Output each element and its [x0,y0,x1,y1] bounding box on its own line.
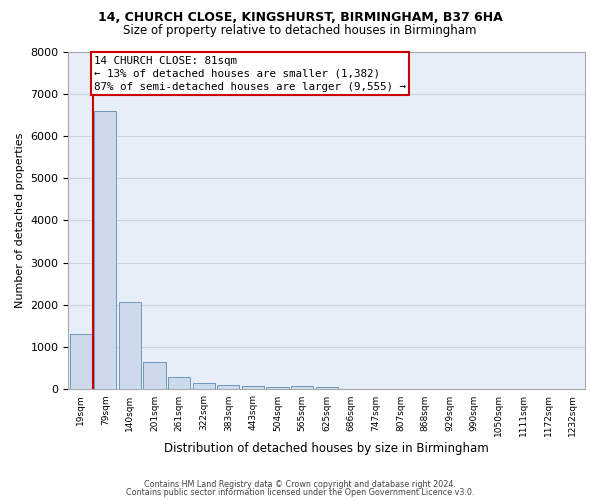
Bar [143,362,166,390]
Bar [242,386,264,390]
Y-axis label: Number of detached properties: Number of detached properties [15,133,25,308]
Bar [70,334,92,390]
Bar [193,383,215,390]
Bar [168,377,190,390]
Text: Contains HM Land Registry data © Crown copyright and database right 2024.: Contains HM Land Registry data © Crown c… [144,480,456,489]
Text: Size of property relative to detached houses in Birmingham: Size of property relative to detached ho… [123,24,477,37]
Text: 14, CHURCH CLOSE, KINGSHURST, BIRMINGHAM, B37 6HA: 14, CHURCH CLOSE, KINGSHURST, BIRMINGHAM… [98,11,502,24]
X-axis label: Distribution of detached houses by size in Birmingham: Distribution of detached houses by size … [164,442,489,455]
Bar [94,112,116,390]
Text: 14 CHURCH CLOSE: 81sqm
← 13% of detached houses are smaller (1,382)
87% of semi-: 14 CHURCH CLOSE: 81sqm ← 13% of detached… [94,56,406,92]
Bar [217,386,239,390]
Bar [291,386,313,390]
Bar [266,386,289,390]
Bar [316,386,338,390]
Bar [119,302,141,390]
Text: Contains public sector information licensed under the Open Government Licence v3: Contains public sector information licen… [126,488,474,497]
